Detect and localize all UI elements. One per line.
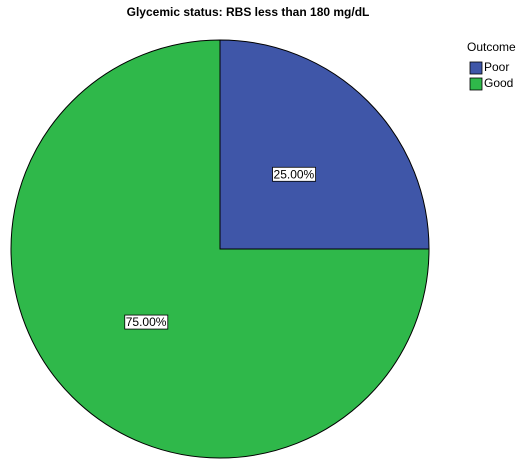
legend-label: Good (484, 76, 513, 90)
legend-swatch (469, 61, 483, 75)
data-label-box (272, 166, 316, 182)
legend-swatch (469, 77, 483, 91)
pie-slice (219, 39, 430, 250)
chart-title: Glycemic status: RBS less than 180 mg/dL (127, 5, 370, 19)
legend-title: Outcome (467, 40, 516, 54)
data-label-box (124, 314, 169, 330)
legend-label: Poor (484, 60, 509, 74)
pie-slice (10, 39, 430, 459)
data-label: 75.00% (126, 315, 167, 329)
data-label: 25.00% (274, 167, 315, 181)
